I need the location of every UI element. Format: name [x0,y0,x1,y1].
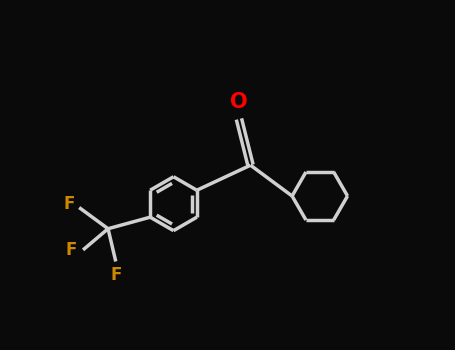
Text: O: O [230,92,248,112]
Text: F: F [110,266,121,284]
Text: F: F [63,195,75,214]
Text: F: F [66,241,77,259]
